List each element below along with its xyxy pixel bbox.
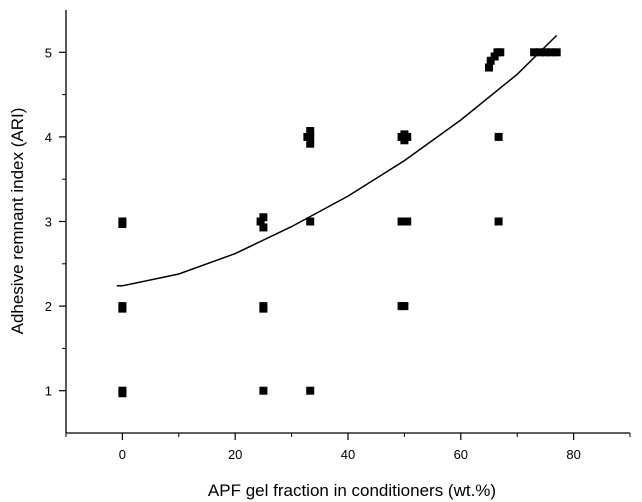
data-point — [535, 48, 544, 57]
x-tick-label: 80 — [566, 447, 580, 462]
x-tick-label: 60 — [454, 447, 468, 462]
data-points — [118, 48, 561, 398]
data-point — [400, 136, 409, 145]
data-point — [494, 132, 503, 141]
data-point — [306, 386, 315, 395]
data-point — [485, 63, 493, 72]
x-tick-label: 40 — [341, 447, 355, 462]
data-point — [306, 126, 315, 135]
data-point — [306, 139, 315, 148]
axes: 0 20 40 60 80 1 2 3 4 5 — [45, 10, 631, 462]
y-tick-label: 5 — [45, 45, 52, 60]
data-point — [118, 389, 127, 398]
data-point — [118, 304, 127, 313]
data-point — [403, 217, 412, 226]
data-point — [259, 386, 268, 395]
data-point — [547, 48, 556, 57]
y-tick-label: 3 — [45, 215, 52, 230]
data-point — [259, 213, 268, 222]
data-point — [541, 48, 550, 57]
data-point — [486, 56, 495, 65]
data-point — [397, 217, 406, 226]
data-point — [496, 48, 505, 57]
data-point — [306, 217, 315, 226]
data-point — [530, 48, 539, 57]
data-point — [552, 48, 561, 57]
data-point — [494, 217, 503, 226]
data-point — [259, 304, 268, 313]
data-point — [400, 302, 409, 311]
y-tick-label: 1 — [45, 384, 52, 399]
y-tick-label: 4 — [45, 130, 52, 145]
fit-curve-layer — [116, 34, 558, 287]
data-point — [256, 217, 265, 226]
x-tick-label: 0 — [119, 447, 126, 462]
x-tick-label: 20 — [228, 447, 242, 462]
data-point — [259, 223, 268, 232]
data-point — [118, 220, 127, 229]
y-axis-label: Adhesive remnant index (ARI) — [8, 108, 27, 335]
x-axis-label: APF gel fraction in conditioners (wt.%) — [208, 481, 496, 500]
data-point — [490, 52, 499, 61]
data-point — [303, 132, 312, 141]
fit-curve — [116, 34, 558, 287]
y-tick-label: 2 — [45, 299, 52, 314]
